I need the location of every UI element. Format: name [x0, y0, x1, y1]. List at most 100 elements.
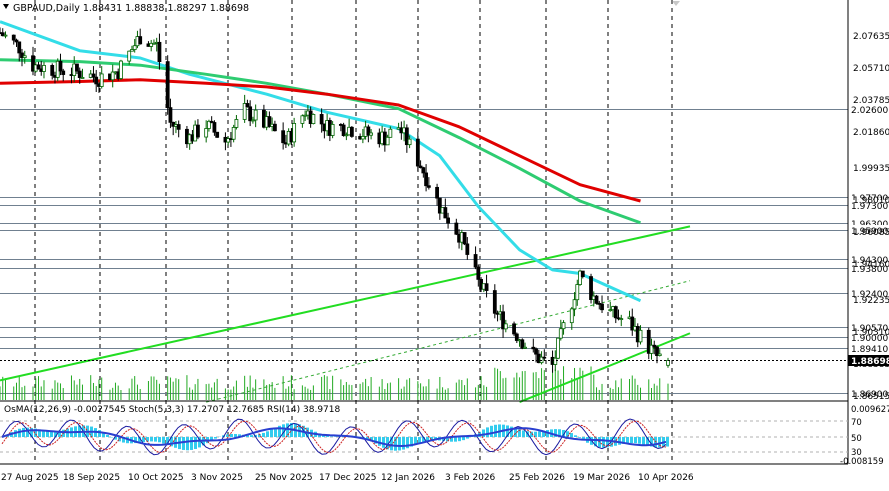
- osma-bar: [458, 437, 461, 441]
- time-tick: 10 Oct 2025: [128, 473, 184, 483]
- candle-body: [581, 271, 584, 276]
- time-tick: 25 Nov 2025: [255, 473, 313, 483]
- candle-body: [422, 168, 425, 173]
- candle-body: [595, 296, 598, 303]
- candle-body: [320, 114, 323, 124]
- osma-bar: [402, 437, 405, 450]
- candle-body: [639, 330, 642, 342]
- candle-body: [524, 347, 527, 348]
- osma-bar: [482, 429, 485, 437]
- candle-body: [562, 323, 565, 329]
- osma-bar: [190, 437, 193, 450]
- candle-body: [436, 187, 439, 198]
- osma-bar: [466, 437, 469, 439]
- candle-body: [455, 223, 458, 234]
- candle-body: [100, 74, 103, 87]
- osma-bar: [234, 434, 237, 437]
- osma-bar: [522, 430, 525, 437]
- candle-body: [282, 131, 285, 143]
- candle-body: [543, 357, 546, 358]
- candle-body: [559, 329, 562, 338]
- candle-body: [166, 62, 169, 108]
- osma-bar: [250, 435, 253, 437]
- candle-body: [667, 360, 670, 365]
- candle-body: [658, 354, 661, 356]
- candle-body: [416, 139, 419, 166]
- osma-bar: [186, 437, 189, 450]
- candle-body: [81, 77, 84, 78]
- osma-bar: [638, 437, 641, 444]
- candle-body: [62, 71, 65, 75]
- current-price-label: 1.88698: [851, 357, 889, 367]
- candle-body: [601, 304, 604, 310]
- time-tick: 3 Feb 2026: [445, 473, 496, 483]
- candle-body: [78, 71, 81, 78]
- osma-bar: [230, 434, 233, 437]
- osma-bar: [154, 437, 157, 442]
- candle-body: [293, 123, 296, 141]
- candle-body: [216, 132, 219, 137]
- price-tick: 1.94160: [853, 260, 889, 270]
- time-tick: 3 Nov 2025: [191, 473, 243, 483]
- candle-body: [570, 309, 573, 323]
- candle-body: [342, 125, 345, 136]
- osma-bar: [266, 431, 269, 437]
- price-tick: 1.99935: [853, 164, 889, 174]
- candle-body: [513, 324, 516, 334]
- osma-bar: [570, 433, 573, 437]
- candle-body: [111, 72, 114, 80]
- candle-body: [139, 37, 142, 44]
- current-price-badge: 1.88698: [848, 355, 889, 367]
- candle-body: [37, 65, 40, 69]
- osma-bar: [574, 435, 577, 437]
- price-tick: 1.98010: [853, 196, 889, 206]
- candle-body: [128, 51, 131, 61]
- candle-body: [196, 125, 199, 137]
- osma-bar: [454, 437, 457, 442]
- osma-bar: [382, 437, 385, 448]
- candle-body: [177, 125, 180, 130]
- time-tick: 27 Aug 2025: [1, 473, 59, 483]
- time-tick: 19 Mar 2026: [573, 473, 630, 483]
- osma-bar: [162, 437, 165, 443]
- candle-body: [493, 291, 496, 314]
- candle-body: [370, 133, 373, 135]
- osma-bar: [158, 437, 161, 442]
- candle-body: [133, 46, 136, 50]
- candle-body: [119, 61, 122, 78]
- candle-body: [408, 139, 411, 144]
- indicator-tick: 0.009627: [851, 405, 889, 415]
- osma-bar: [666, 437, 669, 447]
- time-tick: 12 Jan 2026: [381, 473, 435, 483]
- price-tick: 1.90310: [853, 328, 889, 338]
- price-tick: 2.03785: [853, 96, 889, 106]
- candle-body: [444, 208, 447, 218]
- osma-bar: [490, 426, 493, 437]
- candle-body: [51, 65, 54, 75]
- price-tick: 2.01860: [853, 128, 889, 138]
- time-tick: 25 Feb 2026: [509, 473, 565, 483]
- price-level-label: 1.89410: [851, 345, 888, 355]
- candle-body: [246, 103, 249, 106]
- time-tick: 18 Sep 2025: [63, 473, 120, 483]
- candle-body: [158, 42, 161, 61]
- candle-body: [573, 300, 576, 309]
- candle-body: [477, 267, 480, 279]
- osma-bar: [262, 433, 265, 437]
- candle-body: [4, 35, 7, 36]
- osma-bar: [602, 437, 605, 448]
- candle-body: [504, 324, 507, 329]
- candle-body: [18, 42, 21, 53]
- indicator-tick: 70: [851, 418, 862, 428]
- candle-body: [485, 284, 488, 291]
- candle-body: [213, 122, 216, 132]
- price-level-label: 2.02600: [851, 106, 888, 116]
- candle-body: [389, 129, 392, 137]
- osma-bar: [378, 437, 381, 446]
- price-tick: 2.07635: [853, 32, 889, 42]
- time-tick: 17 Dec 2025: [319, 473, 377, 483]
- candle-body: [273, 124, 276, 130]
- candle-body: [301, 116, 304, 124]
